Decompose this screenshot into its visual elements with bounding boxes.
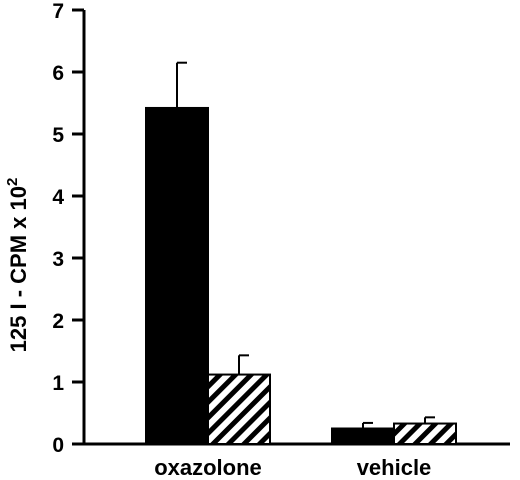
bars bbox=[145, 61, 457, 446]
x-tick-label: vehicle bbox=[357, 455, 432, 480]
y-axis: 0 1 2 3 4 5 6 7 bbox=[52, 0, 86, 457]
bar-oxazolone-0 bbox=[145, 106, 209, 446]
y-tick-label: 7 bbox=[52, 0, 64, 23]
category-labels: oxazolone vehicle bbox=[154, 455, 431, 480]
y-tick-label: 1 bbox=[52, 372, 64, 395]
y-tick-label: 6 bbox=[52, 62, 64, 85]
y-tick-label: 3 bbox=[52, 248, 64, 271]
bar-vehicle-0 bbox=[331, 427, 395, 445]
x-tick-label: oxazolone bbox=[154, 455, 262, 480]
y-axis-title: 125 I - CPM x 102 bbox=[4, 178, 31, 353]
y-tick-label: 5 bbox=[52, 124, 64, 147]
y-tick-label: 0 bbox=[52, 434, 64, 457]
bar-vehicle-1 bbox=[393, 422, 457, 446]
y-tick-label: 4 bbox=[52, 186, 64, 209]
y-tick-label: 2 bbox=[52, 310, 64, 333]
bar-oxazolone-1 bbox=[207, 373, 271, 445]
